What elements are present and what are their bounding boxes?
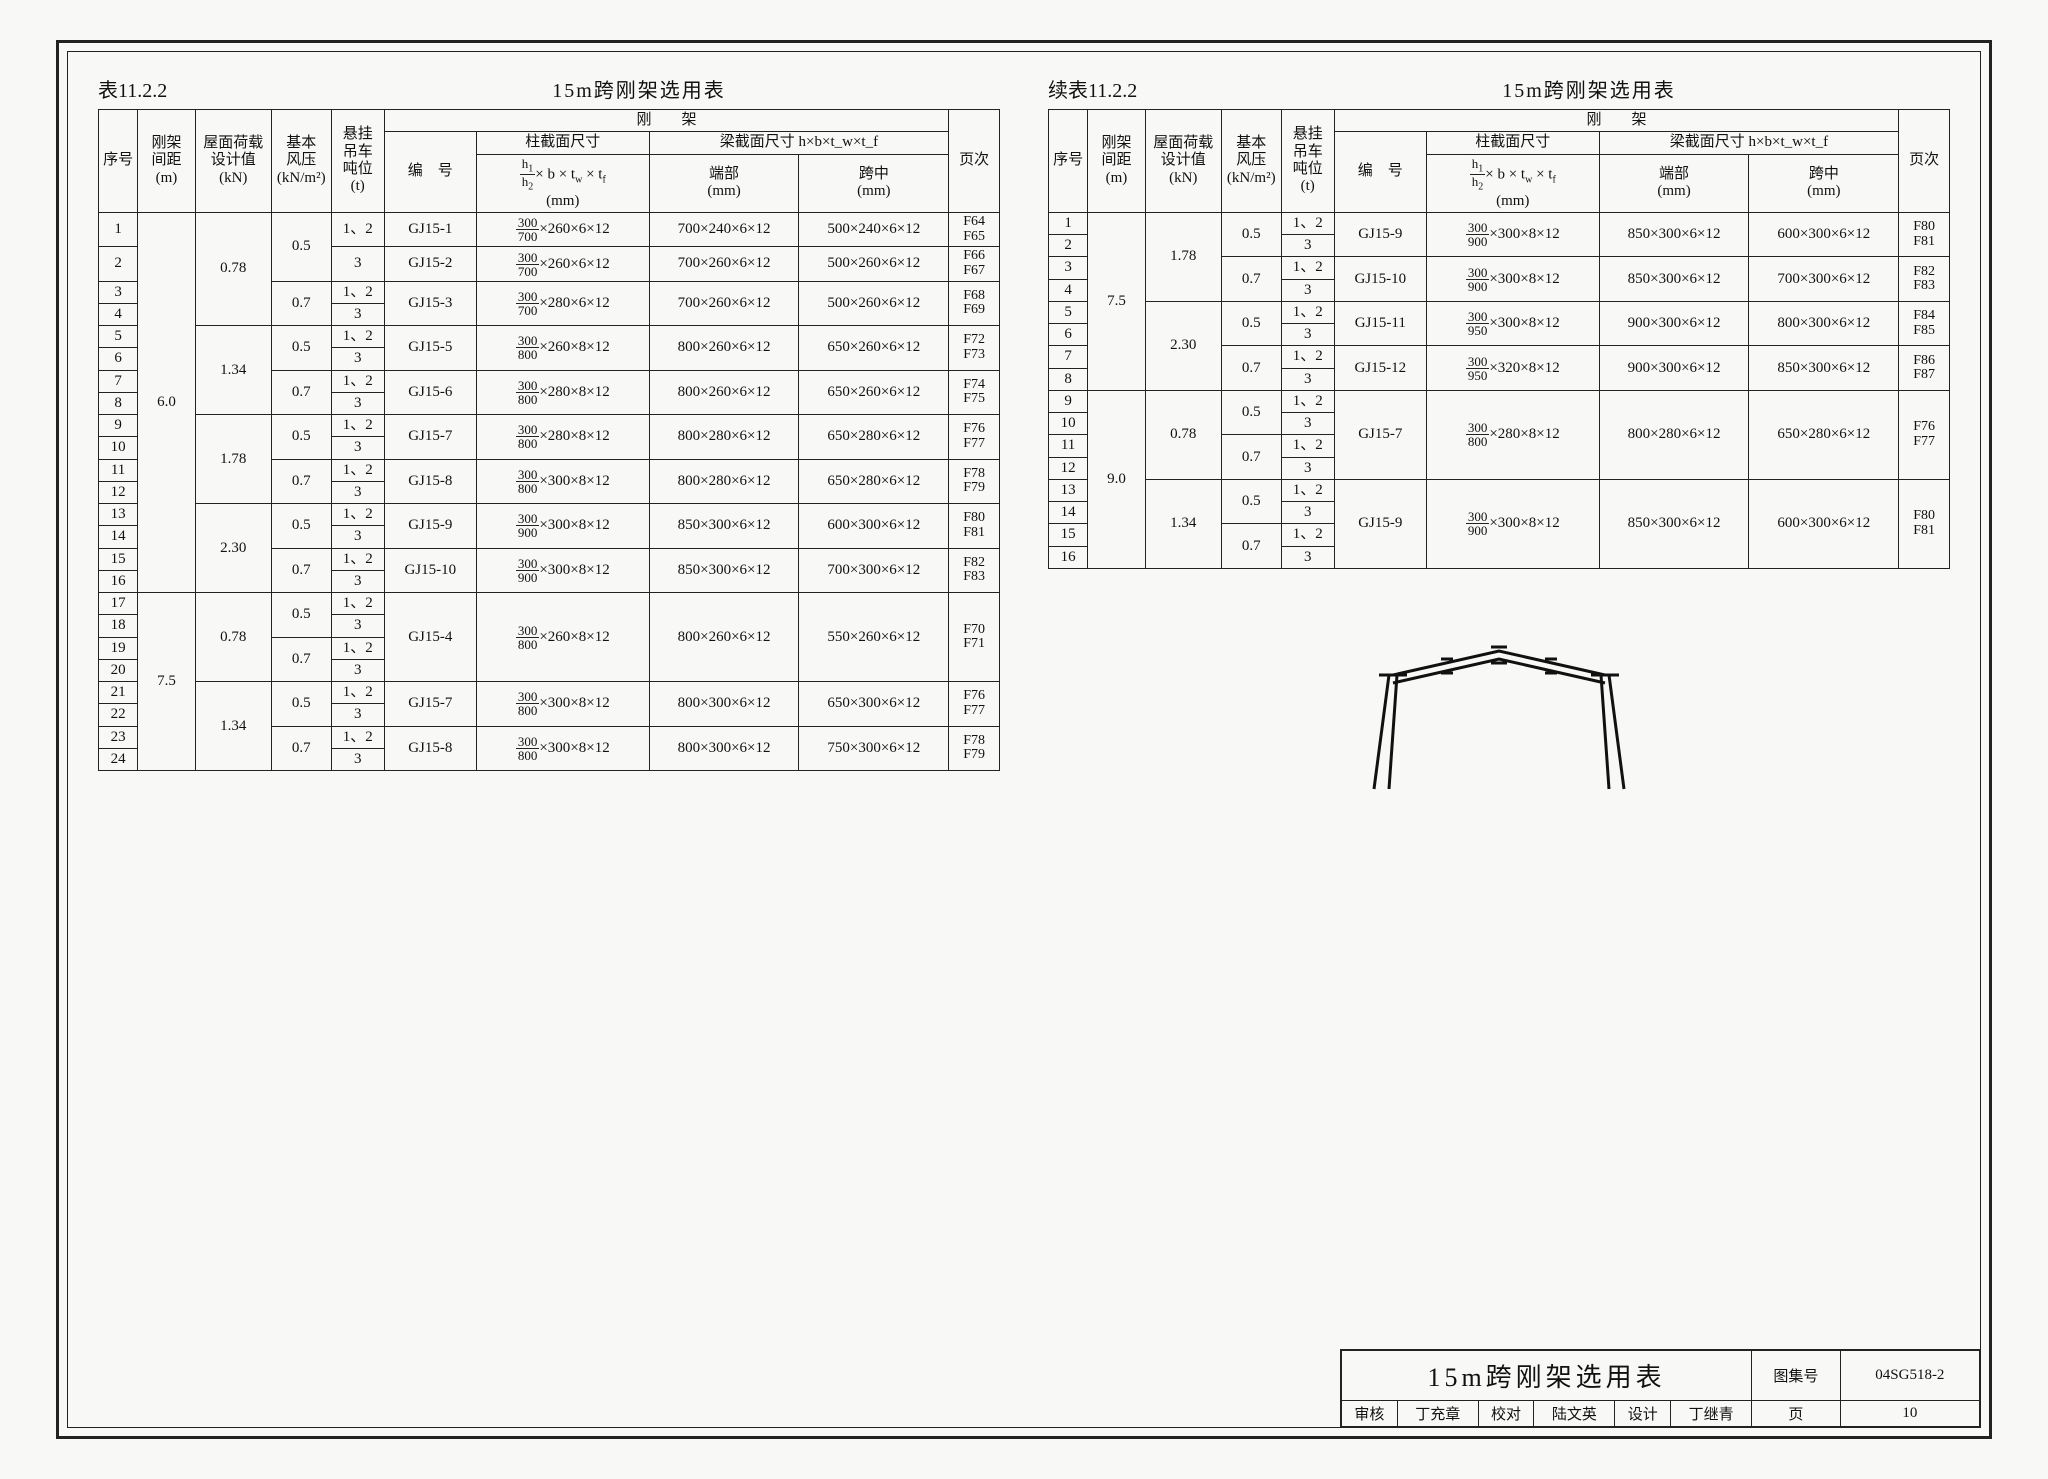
drawing-sheet: 表11.2.2 15m跨刚架选用表 序号 刚架间距(m) 屋面荷载设计值(kN)… [0, 0, 2048, 1479]
hdr-colsec: 柱截面尺寸 [1426, 132, 1599, 154]
table-row: 99.00.780.51、2GJ15-7300800×280×8×12800×2… [1049, 390, 1950, 412]
hdr-beam-mid: 跨中(mm) [1749, 154, 1899, 212]
hdr-beam-mid: 跨中(mm) [799, 154, 949, 212]
inner-border: 表11.2.2 15m跨刚架选用表 序号 刚架间距(m) 屋面荷载设计值(kN)… [67, 51, 1981, 1428]
hdr-spacing: 刚架间距(m) [1088, 110, 1146, 213]
right-caption: 续表11.2.2 15m跨刚架选用表 [1048, 74, 1950, 103]
hdr-beam-end: 端部(mm) [649, 154, 799, 212]
portal-frame-icon [1319, 629, 1679, 799]
table-row: 211.340.51、2GJ15-7300800×300×8×12800×300… [99, 682, 1000, 704]
title-block-table: 15m跨刚架选用表 图集号 04SG518-2 审核丁充章校对陆文英设计丁继青页… [1341, 1350, 1980, 1427]
right-table-number: 续表11.2.2 [1048, 74, 1228, 103]
titleblock-title: 15m跨刚架选用表 [1342, 1351, 1752, 1401]
hdr-beamsec: 梁截面尺寸 h×b×t_w×t_f [1599, 132, 1899, 154]
hdr-seq: 序号 [99, 110, 138, 213]
left-selection-table: 序号 刚架间距(m) 屋面荷载设计值(kN) 基本风压(kN/m²) 悬挂吊车吨… [98, 109, 1000, 771]
hdr-frame: 刚 架 [384, 110, 949, 132]
album-value: 04SG518-2 [1840, 1351, 1979, 1401]
left-table-number: 表11.2.2 [98, 74, 278, 103]
table-row: 177.50.780.51、2GJ15-4300800×260×8×12800×… [99, 593, 1000, 615]
hdr-beam-end: 端部(mm) [1599, 154, 1749, 212]
hdr-load: 屋面荷载设计值(kN) [1145, 110, 1221, 213]
table-row: 91.780.51、2GJ15-7300800×280×8×12800×280×… [99, 415, 1000, 437]
table-row: 132.300.51、2GJ15-9300900×300×8×12850×300… [99, 504, 1000, 526]
hdr-page: 页次 [1899, 110, 1950, 213]
hdr-wind: 基本风压(kN/m²) [1221, 110, 1281, 213]
hdr-wind: 基本风压(kN/m²) [271, 110, 331, 213]
hdr-colsec-fmt: h1h2× b × tw × tf(mm) [1426, 154, 1599, 212]
table-row: 17.51.780.51、2GJ15-9300900×300×8×12850×3… [1049, 212, 1950, 234]
hdr-colsec: 柱截面尺寸 [476, 132, 649, 154]
hdr-spacing: 刚架间距(m) [138, 110, 196, 213]
album-label: 图集号 [1752, 1351, 1841, 1401]
left-caption: 表11.2.2 15m跨刚架选用表 [98, 74, 1000, 103]
titleblock-sign-row: 审核丁充章校对陆文英设计丁继青页10 [1342, 1401, 1980, 1427]
hdr-colsec-fmt: h1h2× b × tw × tf(mm) [476, 154, 649, 212]
hdr-beamsec: 梁截面尺寸 h×b×t_w×t_f [649, 132, 949, 154]
hdr-code: 编 号 [1334, 132, 1426, 213]
right-column: 续表11.2.2 15m跨刚架选用表 序号 刚架间距(m) 屋面荷载设计值(kN… [1048, 74, 1950, 799]
left-table-title: 15m跨刚架选用表 [278, 74, 1000, 103]
hdr-code: 编 号 [384, 132, 476, 213]
hdr-seq: 序号 [1049, 110, 1088, 213]
table-row: 52.300.51、2GJ15-11300950×300×8×12900×300… [1049, 301, 1950, 323]
hdr-crane: 悬挂吊车吨位(t) [331, 110, 384, 213]
table-row: 16.00.780.51、2GJ15-1300700×260×6×12700×2… [99, 212, 1000, 246]
right-selection-table: 序号 刚架间距(m) 屋面荷载设计值(kN) 基本风压(kN/m²) 悬挂吊车吨… [1048, 109, 1950, 569]
hdr-frame: 刚 架 [1334, 110, 1899, 132]
table-row: 131.340.51、2GJ15-9300900×300×8×12850×300… [1049, 479, 1950, 501]
hdr-load: 屋面荷载设计值(kN) [195, 110, 271, 213]
left-column: 表11.2.2 15m跨刚架选用表 序号 刚架间距(m) 屋面荷载设计值(kN)… [98, 74, 1000, 799]
title-block: 15m跨刚架选用表 图集号 04SG518-2 审核丁充章校对陆文英设计丁继青页… [1340, 1349, 1980, 1427]
table-row: 51.340.51、2GJ15-5300800×260×8×12800×260×… [99, 326, 1000, 348]
right-table-title: 15m跨刚架选用表 [1228, 74, 1950, 103]
two-column-layout: 表11.2.2 15m跨刚架选用表 序号 刚架间距(m) 屋面荷载设计值(kN)… [98, 74, 1950, 799]
hdr-crane: 悬挂吊车吨位(t) [1281, 110, 1334, 213]
portal-frame-diagram [1048, 629, 1950, 799]
hdr-page: 页次 [949, 110, 1000, 213]
outer-border: 表11.2.2 15m跨刚架选用表 序号 刚架间距(m) 屋面荷载设计值(kN)… [56, 40, 1992, 1439]
